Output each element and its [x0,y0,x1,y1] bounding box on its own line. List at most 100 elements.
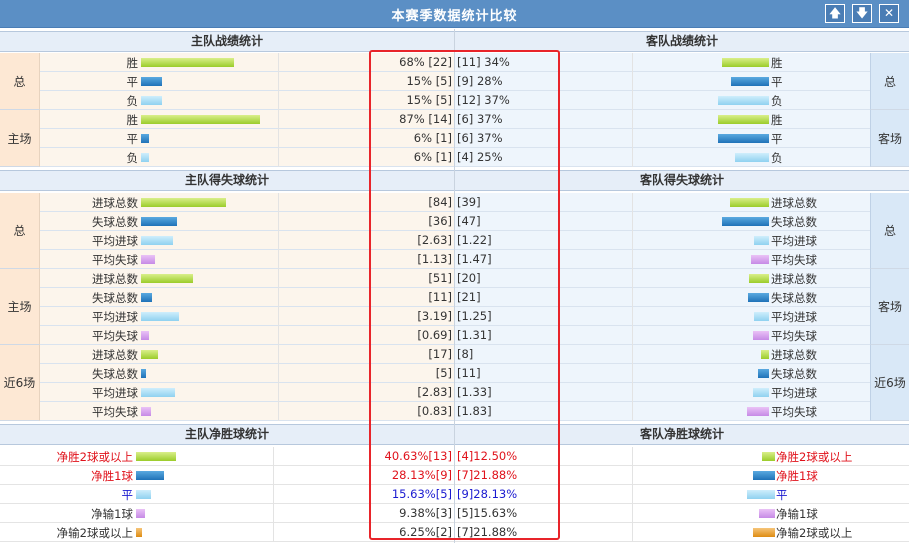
column-separator [632,447,633,542]
home-value: [51] [428,271,452,285]
home-value: 6% [1] [413,150,452,164]
home-stat-label: 进球总数 [92,196,138,210]
away-value: [8] [457,347,474,361]
away-bar [722,58,769,67]
home-bar [141,96,162,105]
away-bar [754,312,769,321]
away-stat-label: 平均进球 [771,386,817,400]
home-row [0,523,454,542]
away-bar [753,471,775,480]
away-value: [5]15.63% [457,506,518,520]
home-row [40,53,454,72]
away-bar [718,134,769,143]
home-bar [141,58,234,67]
home-row [40,269,454,288]
away-stat-label: 平均失球 [771,405,817,419]
home-stat-label: 平均失球 [92,253,138,267]
away-bar [722,217,769,226]
home-bar [141,274,193,283]
away-bar [718,115,769,124]
group-label: 总 [0,193,40,269]
home-row [40,148,454,167]
away-value: [1.22] [457,233,492,247]
home-stat-label: 平 [126,132,139,146]
scroll-up-button[interactable]: 🡅 [825,4,845,23]
home-bar [136,528,142,537]
home-stat-label: 失球总数 [92,367,138,381]
group-label: 总 [870,53,909,110]
home-row [40,326,454,345]
group-label: 客场 [870,269,909,345]
away-value: [1.25] [457,309,492,323]
home-bar [141,77,162,86]
away-value: [20] [457,271,481,285]
away-bar [747,490,775,499]
home-row [0,485,454,504]
close-button[interactable]: ✕ [879,4,899,23]
away-value: [12] 37% [457,93,510,107]
away-stat-label: 平均进球 [771,310,817,324]
away-value: [1.33] [457,385,492,399]
home-row [40,250,454,269]
away-value: [11] 34% [457,55,510,69]
away-bar [718,96,769,105]
column-separator [632,53,633,167]
home-row [40,364,454,383]
home-stat-label: 负 [126,151,139,165]
home-value: [2.63] [417,233,452,247]
home-bar [141,293,152,302]
away-stat-label: 平均失球 [771,253,817,267]
home-value: 9.38%[3] [399,506,452,520]
away-value: [9] 28% [457,74,503,88]
away-row [455,485,909,504]
group-label: 近6场 [870,345,909,421]
home-bar [136,490,151,499]
group-label: 近6场 [0,345,40,421]
away-value: [1.47] [457,252,492,266]
home-value: 15% [5] [406,74,452,88]
away-bar [758,369,769,378]
home-stat-label: 净输2球或以上 [56,526,133,540]
away-stat-label: 平 [776,488,788,502]
home-stat-label: 失球总数 [92,291,138,305]
group-label: 总 [870,193,909,269]
home-value: [0.69] [417,328,452,342]
away-value: [7]21.88% [457,525,518,539]
away-bar [753,388,769,397]
away-stat-label: 净胜1球 [776,469,818,483]
home-row [40,193,454,212]
away-stat-label: 失球总数 [771,215,817,229]
home-value: 6.25%[2] [399,525,452,539]
away-value: [47] [457,214,481,228]
away-stat-label: 负 [771,94,783,108]
home-bar [141,198,226,207]
record-away-header: 客队战绩统计 [455,31,909,52]
group-label: 主场 [0,110,40,167]
away-value: [9]28.13% [457,487,518,501]
away-stat-label: 净输1球 [776,507,818,521]
home-value: 87% [14] [399,112,452,126]
home-bar [141,153,149,162]
home-value: [36] [428,214,452,228]
away-value: [11] [457,366,481,380]
scroll-down-button[interactable]: 🡇 [852,4,872,23]
home-bar [141,115,260,124]
home-bar [141,407,151,416]
goals-home-header: 主队得失球统计 [0,170,454,191]
away-row [455,447,909,466]
home-stat-label: 平均进球 [92,310,138,324]
home-stat-label: 平均进球 [92,234,138,248]
away-row [455,523,909,542]
home-bar [141,388,175,397]
away-bar [754,236,769,245]
away-stat-label: 平 [771,132,783,146]
home-stat-label: 胜 [126,56,139,70]
home-stat-label: 净输1球 [91,507,133,521]
center-divider [454,29,455,543]
home-stat-label: 净胜1球 [91,469,133,483]
away-stat-label: 净输2球或以上 [776,526,853,540]
home-value: 40.63%[13] [384,449,452,463]
away-stat-label: 平均进球 [771,234,817,248]
away-value: [6] 37% [457,131,503,145]
record-home-header: 主队战绩统计 [0,31,454,52]
